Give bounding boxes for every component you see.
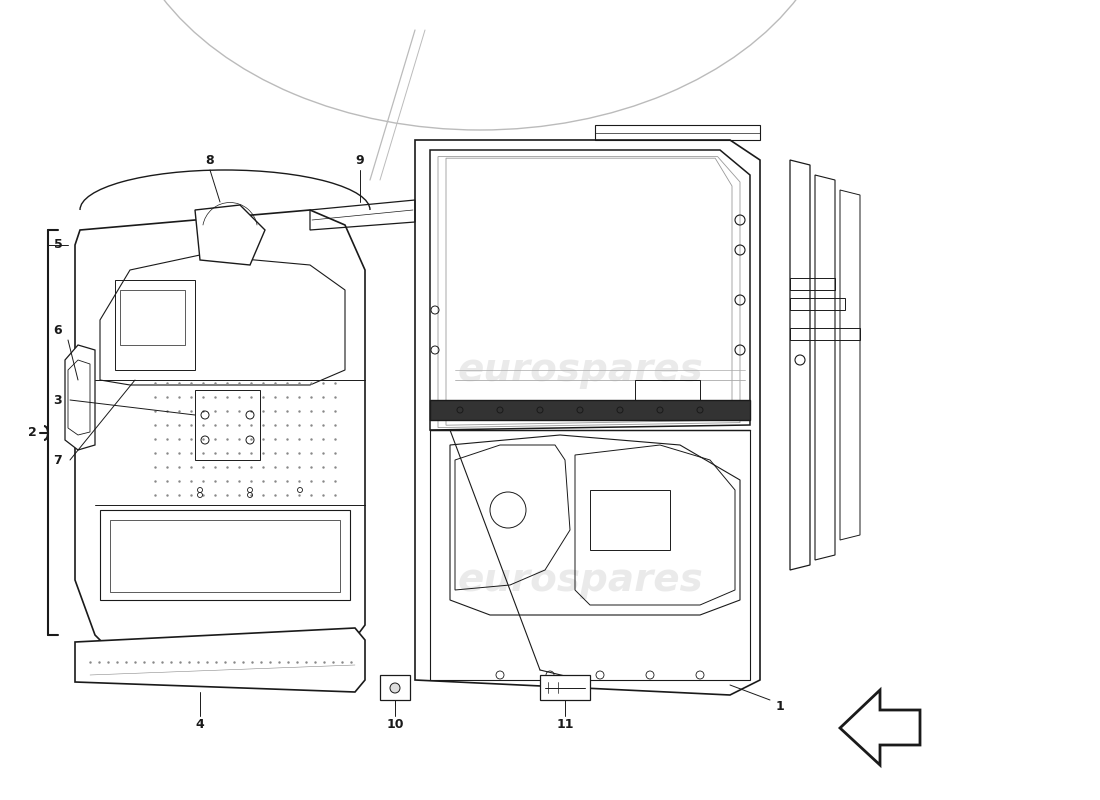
Polygon shape [65, 345, 95, 450]
Text: 10: 10 [386, 718, 404, 731]
Text: 3: 3 [54, 394, 63, 406]
Polygon shape [430, 400, 750, 420]
Text: 9: 9 [355, 154, 364, 166]
Text: 6: 6 [54, 323, 63, 337]
Text: eurospares: eurospares [77, 351, 323, 389]
Text: 2: 2 [28, 426, 36, 439]
Polygon shape [379, 675, 410, 700]
Text: 4: 4 [196, 718, 205, 731]
Text: eurospares: eurospares [458, 351, 703, 389]
Text: eurospares: eurospares [77, 561, 323, 599]
Polygon shape [75, 628, 365, 692]
Text: 11: 11 [557, 718, 574, 731]
Polygon shape [540, 675, 590, 700]
Circle shape [390, 683, 400, 693]
Polygon shape [840, 690, 920, 765]
Text: eurospares: eurospares [458, 561, 703, 599]
Text: 7: 7 [54, 454, 63, 466]
Text: 1: 1 [776, 701, 784, 714]
Polygon shape [195, 205, 265, 265]
Text: 5: 5 [54, 238, 63, 251]
Text: 8: 8 [206, 154, 214, 166]
Polygon shape [75, 210, 365, 650]
